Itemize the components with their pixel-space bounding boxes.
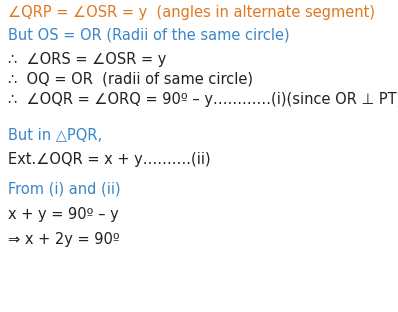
Text: ⇒ x + 2y = 90º: ⇒ x + 2y = 90º <box>8 232 120 247</box>
Text: ∴  ∠OQR = ∠ORQ = 90º – y…………(i)(since OR ⊥ PT): ∴ ∠OQR = ∠ORQ = 90º – y…………(i)(since OR … <box>8 92 398 107</box>
Text: But OS = OR (Radii of the same circle): But OS = OR (Radii of the same circle) <box>8 28 290 43</box>
Text: From (i) and (ii): From (i) and (ii) <box>8 182 121 197</box>
Text: x + y = 90º – y: x + y = 90º – y <box>8 207 119 222</box>
Text: But in △PQR,: But in △PQR, <box>8 128 102 143</box>
Text: ∴  OQ = OR  (radii of same circle): ∴ OQ = OR (radii of same circle) <box>8 72 253 87</box>
Text: ∠QRP = ∠OSR = y  (angles in alternate segment): ∠QRP = ∠OSR = y (angles in alternate seg… <box>8 5 375 20</box>
Text: ∴  ∠ORS = ∠OSR = y: ∴ ∠ORS = ∠OSR = y <box>8 52 166 67</box>
Text: Ext.∠OQR = x + y……….(ii): Ext.∠OQR = x + y……….(ii) <box>8 152 211 167</box>
